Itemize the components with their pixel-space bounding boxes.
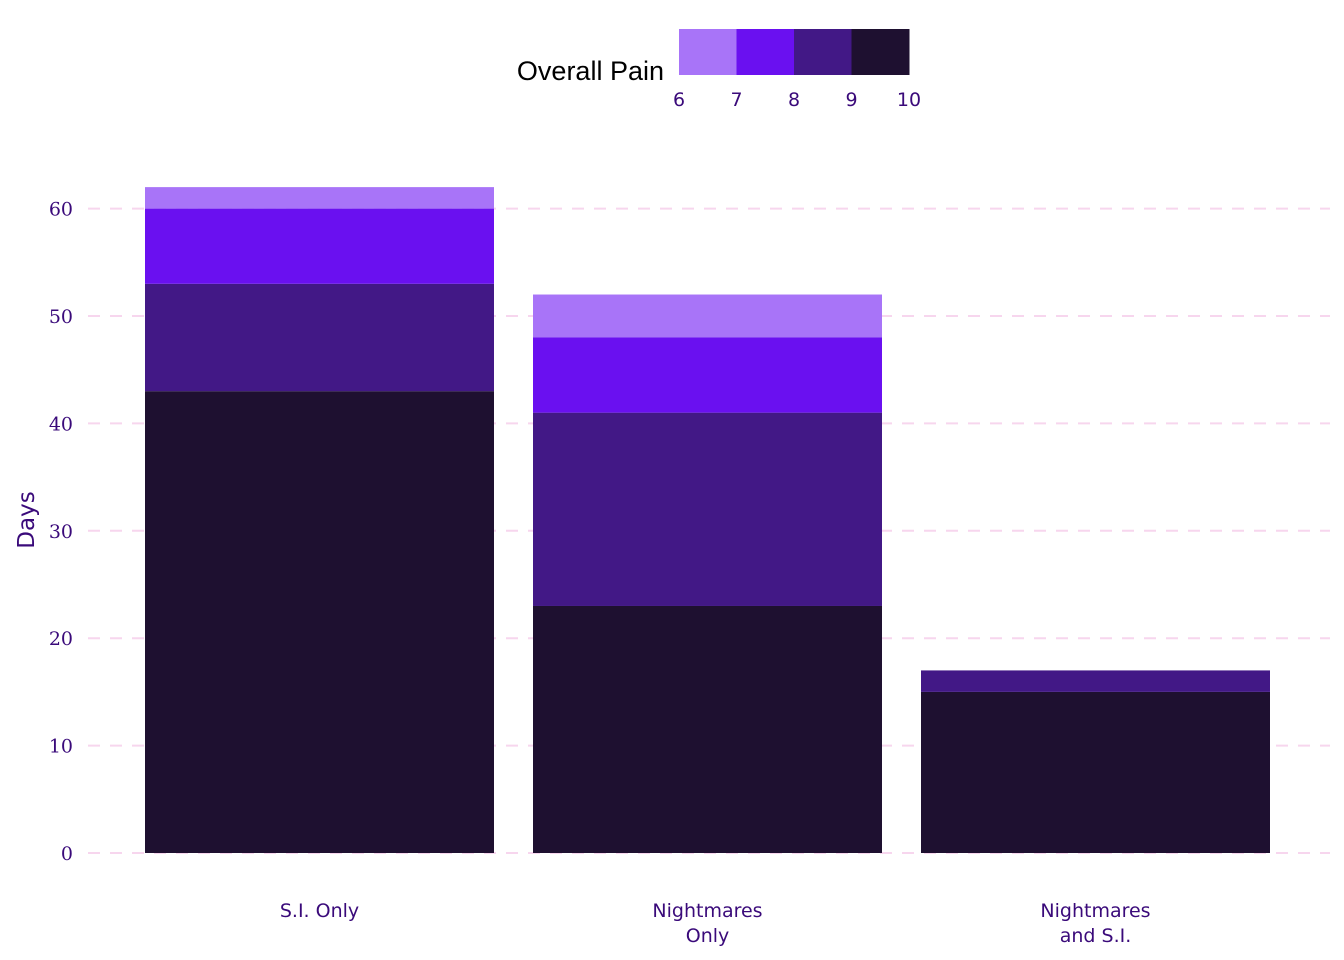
legend-label-9: 9 — [845, 89, 857, 111]
y-tick-label-40: 40 — [49, 413, 73, 435]
y-tick-label-60: 60 — [49, 199, 73, 221]
bar-segment-0-9 — [145, 283, 494, 392]
y-tick-label-50: 50 — [49, 306, 73, 328]
x-tick-label-2-1: and S.I. — [1060, 925, 1132, 947]
bars — [145, 187, 1270, 853]
legend-swatch-0 — [679, 29, 737, 75]
legend-swatch-2 — [794, 29, 852, 75]
bar-segment-1-9 — [533, 412, 882, 606]
x-tick-label-1-1: Only — [686, 925, 730, 947]
y-axis-title: Days — [14, 491, 40, 548]
legend-label-8: 8 — [788, 89, 800, 111]
x-tick-label-0-0: S.I. Only — [280, 900, 359, 922]
bar-segment-1-8 — [533, 337, 882, 413]
bar-segment-0-8 — [145, 208, 494, 284]
legend-swatch-3 — [851, 29, 910, 75]
legend-label-10: 10 — [897, 89, 921, 111]
y-tick-label-30: 30 — [49, 521, 73, 543]
bar-segment-1-7 — [533, 294, 882, 338]
legend-swatch-1 — [736, 29, 795, 75]
bar-segment-0-7 — [145, 187, 494, 209]
bar-segment-2-9 — [921, 670, 1270, 692]
y-tick-label-20: 20 — [49, 628, 73, 650]
legend: Overall Pain 6 7 8 9 10 — [517, 29, 921, 111]
bar-segment-1-10 — [533, 605, 882, 853]
x-tick-label-1-0: Nightmares — [652, 900, 762, 922]
x-tick-label-2-0: Nightmares — [1040, 900, 1150, 922]
bar-segment-2-10 — [921, 691, 1270, 853]
y-axis: 0 10 20 30 40 50 60 — [49, 199, 73, 865]
legend-label-6: 6 — [673, 89, 685, 111]
bar-segment-0-10 — [145, 391, 494, 853]
legend-label-7: 7 — [730, 89, 742, 111]
legend-title: Overall Pain — [517, 56, 664, 86]
y-tick-label-10: 10 — [49, 736, 73, 758]
y-tick-label-0: 0 — [61, 843, 73, 865]
x-axis: S.I. Only Nightmares Only Nightmares and S.I… — [280, 900, 1151, 947]
